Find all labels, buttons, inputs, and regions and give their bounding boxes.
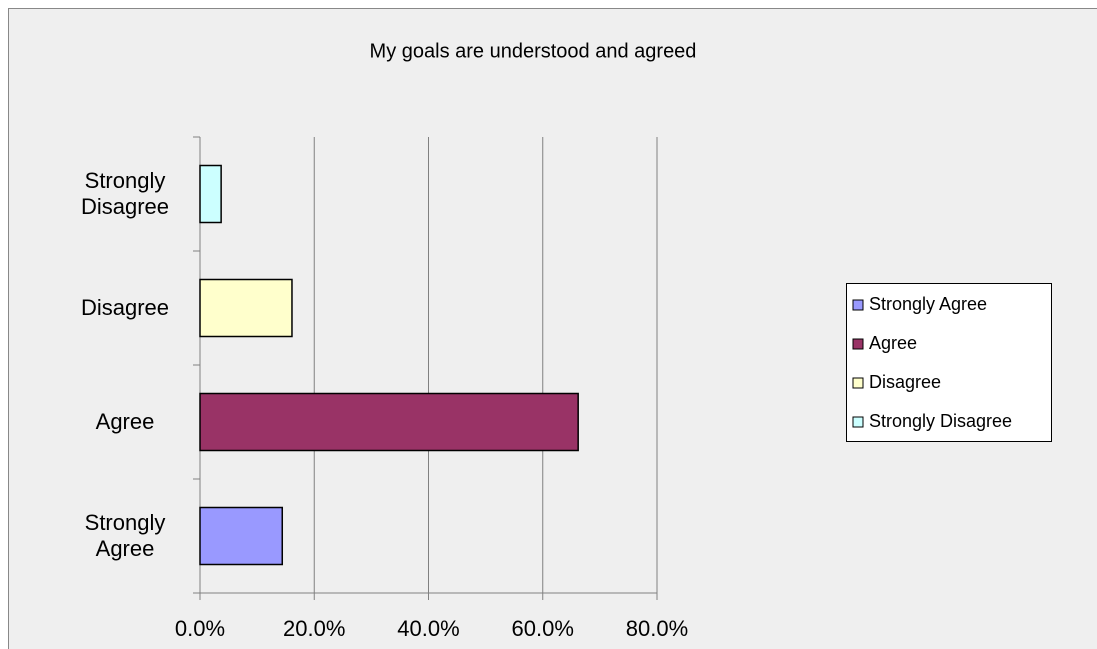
chart-title: My goals are understood and agreed (370, 40, 697, 62)
x-tick-label: 60.0% (512, 616, 574, 641)
legend-box (846, 283, 1052, 442)
y-tick-label: Disagree (80, 295, 170, 320)
y-tick-label: Agree (95, 409, 155, 434)
bar (199, 392, 579, 452)
legend-label: Strongly Agree (869, 294, 987, 314)
x-tick-label: 0.0% (175, 616, 225, 641)
legend-label: Strongly Disagree (869, 411, 1012, 431)
legend-swatch (852, 338, 864, 350)
legend-label: Agree (869, 333, 917, 353)
y-tick-label: Strongly Disagree (80, 168, 170, 219)
bar (199, 506, 284, 566)
legend-label: Disagree (869, 372, 941, 392)
legend-swatch (852, 299, 864, 311)
x-tick-label: 20.0% (283, 616, 345, 641)
bar (199, 164, 222, 224)
y-tick-label: Strongly Agree (84, 510, 166, 561)
legend-swatch (852, 416, 864, 428)
legend-swatch (852, 377, 864, 389)
x-tick-label: 40.0% (397, 616, 459, 641)
bar (199, 278, 293, 338)
x-tick-label: 80.0% (626, 616, 688, 641)
